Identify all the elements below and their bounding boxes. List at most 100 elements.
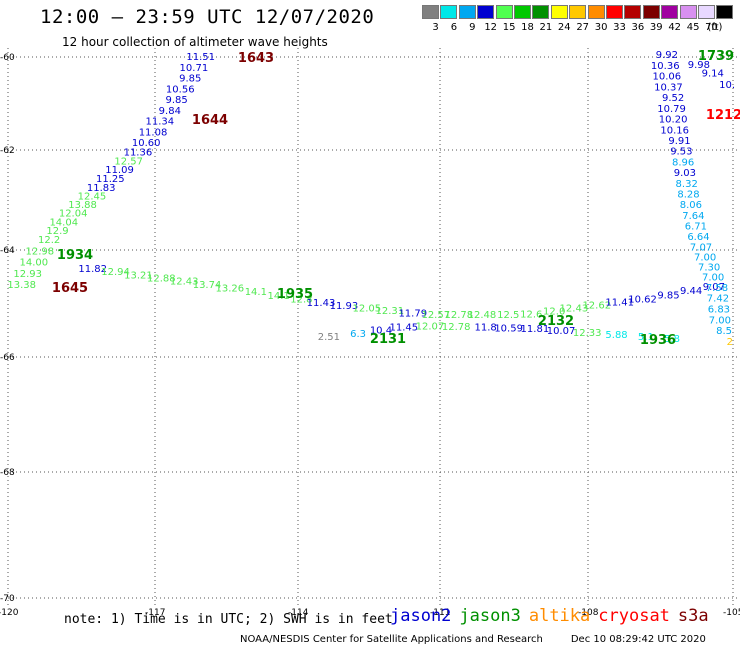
wave-height-label: 9.03 — [674, 168, 696, 179]
wave-height-label: 7.30 — [698, 263, 720, 274]
scale-swatch — [550, 5, 568, 19]
pass-time-label: 1934 — [57, 248, 93, 263]
wave-height-label: 2.51 — [318, 332, 340, 343]
pass-time-label: 1643 — [238, 51, 274, 66]
scale-swatch — [569, 5, 587, 19]
pass-time-label: 2132 — [538, 314, 574, 329]
wave-height-label: 12.31 — [375, 306, 404, 317]
scale-label: 3 — [432, 22, 439, 33]
wave-height-label: 12.93 — [13, 269, 42, 280]
scale-label: 6 — [450, 22, 458, 33]
wave-height-label: 10.20 — [659, 115, 688, 126]
wave-height-label: 10.16 — [660, 125, 689, 136]
scale-label: 15 — [502, 22, 516, 33]
wave-height-label: 10.62 — [628, 294, 657, 305]
scale-label: 30 — [594, 22, 608, 33]
page-title: 12:00 – 23:59 UTC 12/07/2020 — [40, 6, 375, 28]
scale-unit: (ft) — [707, 22, 723, 33]
wave-height-label: 9.91 — [668, 136, 690, 147]
wave-height-label: 12.8 — [290, 295, 312, 306]
lat-label: -68 — [0, 468, 15, 478]
wave-height-label: 8.5 — [716, 326, 732, 337]
scale-swatch — [495, 5, 513, 19]
scale-swatch — [422, 5, 439, 19]
scale-label: 21 — [539, 22, 553, 33]
scale-label: 18 — [521, 22, 534, 33]
page-subtitle: 12 hour collection of altimeter wave hei… — [62, 35, 328, 49]
wave-height-label: 14.04 — [49, 217, 78, 228]
wave-height-label: 13.21 — [124, 270, 153, 281]
scale-label: 12 — [484, 22, 498, 33]
lon-label: -108 — [578, 608, 599, 618]
credit-text: NOAA/NESDIS Center for Satellite Applica… — [240, 634, 543, 645]
wave-height-label: 10.56 — [166, 84, 195, 95]
wave-height-label: 11.09 — [105, 165, 134, 176]
wave-height-label: 9.52 — [662, 93, 684, 104]
satellite-legend-item: jason3 — [459, 606, 521, 626]
wave-height-label: 5.1 — [638, 332, 654, 343]
wave-height-label: 14.1 — [267, 291, 289, 302]
scale-swatch — [661, 5, 679, 19]
scale-swatch — [532, 5, 550, 19]
wave-height-label: 7.00 — [709, 315, 731, 326]
lat-label: -62 — [0, 146, 15, 156]
satellite-legend-item: jason2 — [390, 606, 452, 626]
lat-label: -66 — [0, 353, 15, 363]
scale-swatch — [642, 5, 660, 19]
wave-height-label: 10.4 — [370, 326, 392, 337]
pass-time-label: 1644 — [192, 113, 228, 128]
scale-label: 45 — [686, 22, 700, 33]
wave-height-label: 12.6 — [520, 310, 542, 321]
wave-height-label: 12.48 — [468, 310, 497, 321]
scale-swatch — [458, 5, 476, 19]
pass-time-label: 1935 — [277, 287, 313, 302]
pass-time-labels: 1643 1644 1934 1645 1935 2131 2132 1936 1739 1212 — [52, 49, 740, 348]
pass-time-label: 2131 — [370, 332, 406, 347]
wave-height-label: 5.8 — [664, 334, 680, 345]
wave-height-label: 13.38 — [7, 280, 36, 291]
scale-label: 70 — [705, 22, 718, 33]
graticule — [7, 48, 740, 606]
wave-height-label: 11.82 — [78, 264, 107, 275]
wave-height-label: 11.93 — [330, 301, 359, 312]
wave-height-label: 11.43 — [307, 298, 336, 309]
pass-time-label: 1212 — [706, 108, 740, 123]
lon-label: -120 — [0, 608, 19, 618]
wave-height-label: 12.05 — [353, 304, 382, 315]
scale-label: 33 — [613, 22, 626, 33]
wave-height-label: 12.33 — [573, 328, 602, 339]
scale-swatch — [624, 5, 642, 19]
wave-height-label: 11.81 — [521, 324, 550, 335]
wave-height-label: 7.00 — [694, 253, 716, 264]
wave-height-label: 12.5 — [497, 310, 519, 321]
wave-height-label: 9.84 — [159, 106, 181, 117]
lon-label: -111 — [430, 608, 450, 618]
wave-height-label: 10.37 — [654, 82, 683, 93]
scale-swatch — [679, 5, 697, 19]
scale-swatch — [587, 5, 605, 19]
scale-label: 9 — [469, 22, 476, 33]
scale-label: 24 — [557, 22, 571, 33]
wave-height-label: 9.98 — [688, 60, 710, 71]
wave-height-label: 11.34 — [146, 117, 175, 128]
scale-swatch — [514, 5, 531, 19]
lon-label: -117 — [145, 608, 165, 618]
wave-height-label: 7.07 — [690, 242, 712, 253]
scale-swatch — [716, 5, 734, 19]
wave-height-label: 12.2 — [38, 235, 60, 246]
wave-height-label: 12.9 — [46, 226, 68, 237]
wave-height-label: 10.59 — [494, 323, 523, 334]
wave-height-label: 11.51 — [186, 52, 215, 63]
lat-label: -60 — [0, 53, 15, 63]
wave-height-label: 13.88 — [68, 200, 97, 211]
scale-label: 42 — [668, 22, 682, 33]
footer-credit: NOAA/NESDIS Center for Satellite Applica… — [240, 634, 734, 645]
wave-height-label: 8.32 — [676, 179, 698, 190]
wave-height-label: 10. — [719, 80, 735, 91]
wave-height-label: 8.96 — [672, 157, 694, 168]
wave-height-label: 7.00 — [702, 273, 724, 284]
wave-height-label: 6.64 — [687, 232, 709, 243]
wave-height-label: 11.45 — [389, 322, 418, 333]
wave-height-label: 10.07 — [547, 326, 576, 337]
